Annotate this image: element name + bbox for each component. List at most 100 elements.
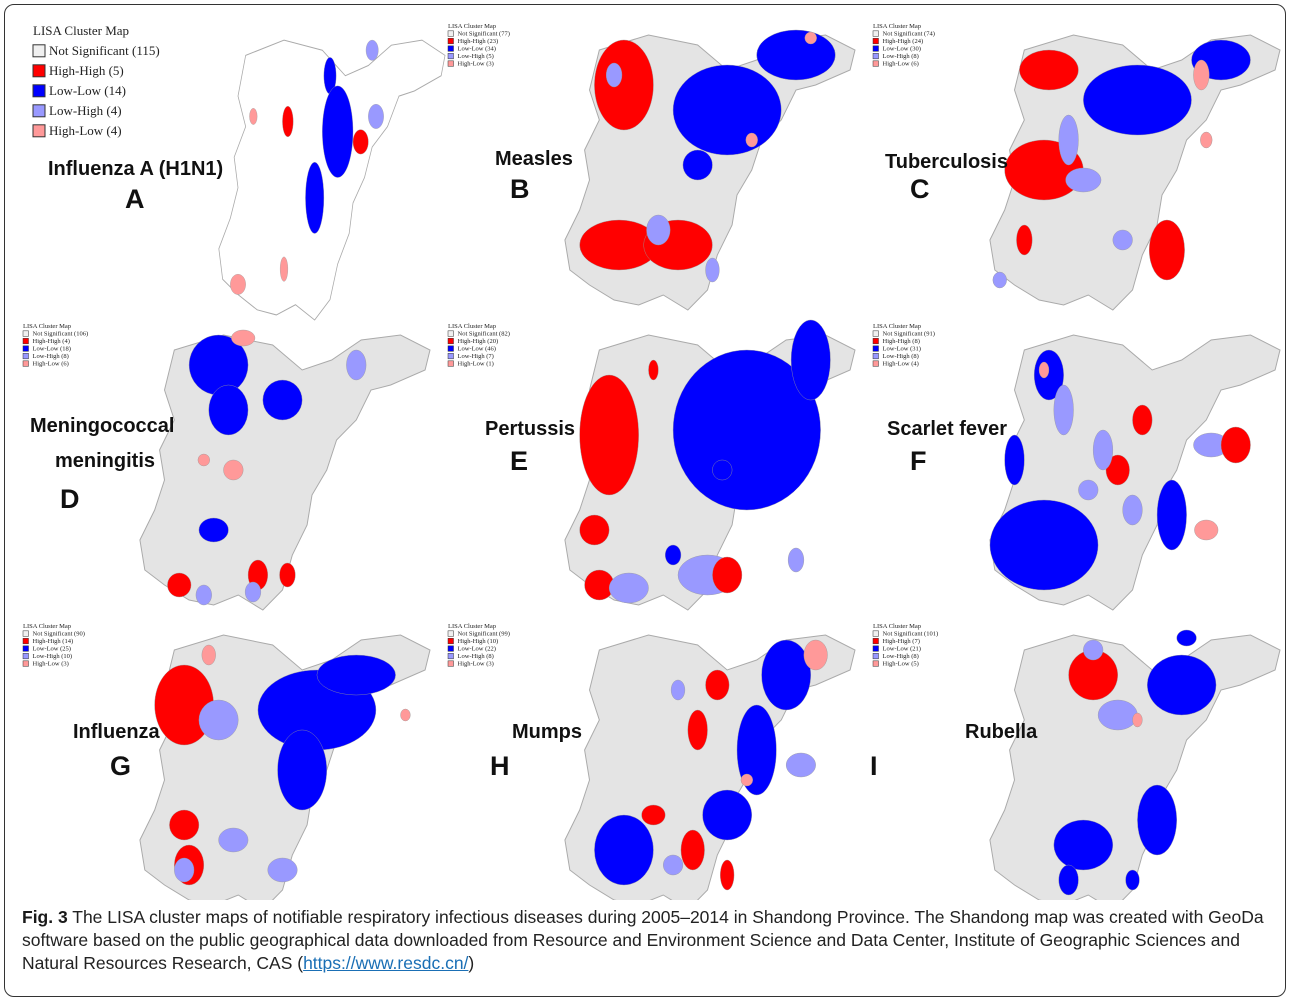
legend-swatch xyxy=(873,631,879,637)
cluster-region xyxy=(642,805,666,825)
panel: LISA Cluster Map Not Significant (115) Hig… xyxy=(33,23,445,320)
map xyxy=(140,635,430,900)
province-outline xyxy=(990,635,1280,900)
legend-label: Low-Low (25) xyxy=(33,646,71,653)
legend-title: LISA Cluster Map xyxy=(448,23,496,30)
cluster-region xyxy=(706,258,720,282)
map xyxy=(990,335,1280,610)
cluster-region xyxy=(167,573,191,597)
map xyxy=(565,635,855,900)
cluster-region xyxy=(1019,50,1078,90)
disease-name: Meningococcal xyxy=(30,415,174,437)
cluster-region xyxy=(580,375,639,495)
legend-swatch xyxy=(873,31,879,37)
cluster-region xyxy=(1123,495,1143,525)
legend-title: LISA Cluster Map xyxy=(33,23,129,38)
cluster-region xyxy=(1005,435,1025,485)
cluster-region xyxy=(804,640,828,670)
disease-name: Mumps xyxy=(512,721,582,743)
cluster-region xyxy=(199,700,238,740)
legend-label: High-Low (4) xyxy=(883,361,919,368)
legend-label: Low-High (8) xyxy=(883,53,919,60)
cluster-region xyxy=(703,790,752,840)
legend-label: Not Significant (82) xyxy=(458,331,510,338)
cluster-region xyxy=(169,810,199,840)
legend-label: High-High (23) xyxy=(458,38,499,45)
legend-swatch xyxy=(873,338,879,344)
cluster-region xyxy=(609,573,648,603)
disease-name: Pertussis xyxy=(485,418,575,440)
legend-label: High-Low (6) xyxy=(883,61,919,68)
cluster-region xyxy=(720,860,734,890)
cluster-region xyxy=(1177,630,1197,646)
legend-title: LISA Cluster Map xyxy=(873,323,921,330)
legend-swatch xyxy=(873,653,879,659)
disease-name: Influenza A (H1N1) xyxy=(48,158,223,180)
legend-swatch xyxy=(23,646,29,652)
cluster-region xyxy=(1054,820,1113,870)
legend-swatch xyxy=(873,331,879,337)
legend-title: LISA Cluster Map xyxy=(873,23,921,30)
legend-swatch xyxy=(873,46,879,52)
cluster-region xyxy=(245,582,261,602)
cluster-region xyxy=(280,563,296,587)
panel-letter: F xyxy=(910,446,927,476)
cluster-region xyxy=(196,585,212,605)
legend-title: LISA Cluster Map xyxy=(448,623,496,630)
cluster-region xyxy=(224,460,244,480)
legend-title: LISA Cluster Map xyxy=(873,623,921,630)
panel-letter: D xyxy=(60,484,80,514)
legend-swatch xyxy=(448,331,454,337)
caption-label: Fig. 3 xyxy=(22,907,68,927)
legend-label: Not Significant (91) xyxy=(883,331,935,338)
cluster-region xyxy=(681,830,705,870)
cluster-region xyxy=(805,32,817,44)
cluster-region xyxy=(263,380,302,420)
panel-letter: H xyxy=(490,751,510,781)
legend-label: High-Low (5) xyxy=(883,661,919,668)
legend-label: High-Low (3) xyxy=(458,61,494,68)
cluster-region xyxy=(1083,65,1191,135)
legend-label: High-High (8) xyxy=(883,338,920,345)
panel-letter: I xyxy=(870,751,878,781)
legend-label: Low-Low (22) xyxy=(458,646,496,653)
legend-swatch xyxy=(448,338,454,344)
map xyxy=(219,40,445,320)
panel-letter: E xyxy=(510,446,528,476)
cluster-region xyxy=(1133,713,1143,727)
legend-swatch xyxy=(23,661,29,667)
cluster-region xyxy=(1098,700,1137,730)
cluster-region xyxy=(1059,865,1079,895)
legend-label: Not Significant (101) xyxy=(883,631,939,638)
legend-swatch xyxy=(448,346,454,352)
legend-label: High-Low (4) xyxy=(49,123,122,138)
legend-swatch xyxy=(448,361,454,367)
legend-swatch xyxy=(33,65,45,77)
cluster-region xyxy=(305,162,323,233)
cluster-region xyxy=(1149,220,1184,280)
legend-label: High-Low (1) xyxy=(458,361,494,368)
cluster-region xyxy=(202,645,216,665)
cluster-region xyxy=(268,858,298,882)
caption-link[interactable]: https://www.resdc.cn/ xyxy=(303,953,468,973)
legend-title: LISA Cluster Map xyxy=(448,323,496,330)
legend-label: Low-High (8) xyxy=(883,653,919,660)
cluster-region xyxy=(278,730,327,810)
cluster-region xyxy=(757,30,836,80)
legend-title: LISA Cluster Map xyxy=(23,623,71,630)
legend-swatch xyxy=(873,38,879,44)
cluster-region xyxy=(280,257,288,281)
legend-label: High-Low (3) xyxy=(33,661,69,668)
cluster-region xyxy=(683,150,712,180)
legend-swatch xyxy=(448,46,454,52)
panel-letter: A xyxy=(125,184,145,214)
cluster-region xyxy=(209,385,248,435)
legend-swatch xyxy=(33,85,45,97)
legend-label: High-Low (6) xyxy=(33,361,69,368)
legend-label: Not Significant (115) xyxy=(49,43,160,58)
disease-name: Measles xyxy=(495,148,573,170)
cluster-region xyxy=(1157,480,1187,550)
disease-name: Rubella xyxy=(965,721,1038,743)
